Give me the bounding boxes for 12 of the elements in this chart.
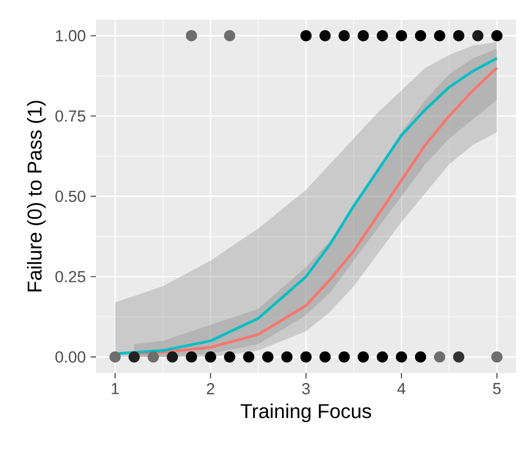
x-tick-label: 4 xyxy=(397,383,406,394)
x-tick-label: 3 xyxy=(302,383,310,394)
x-axis-title: Training Focus xyxy=(240,404,371,422)
x-tick-label: 5 xyxy=(493,383,501,394)
x-tick-label: 2 xyxy=(206,383,214,394)
y-tick-label: 0.25 xyxy=(55,270,86,282)
y-tick-label: 0.75 xyxy=(55,110,86,122)
y-tick-label: 1.00 xyxy=(56,30,86,42)
y-axis-title: Failure (0) to Pass (1) xyxy=(27,100,46,292)
y-tick-label: 0.50 xyxy=(55,190,86,202)
x-tick-label: 1 xyxy=(112,383,119,394)
y-tick-label: 0.00 xyxy=(55,351,86,363)
